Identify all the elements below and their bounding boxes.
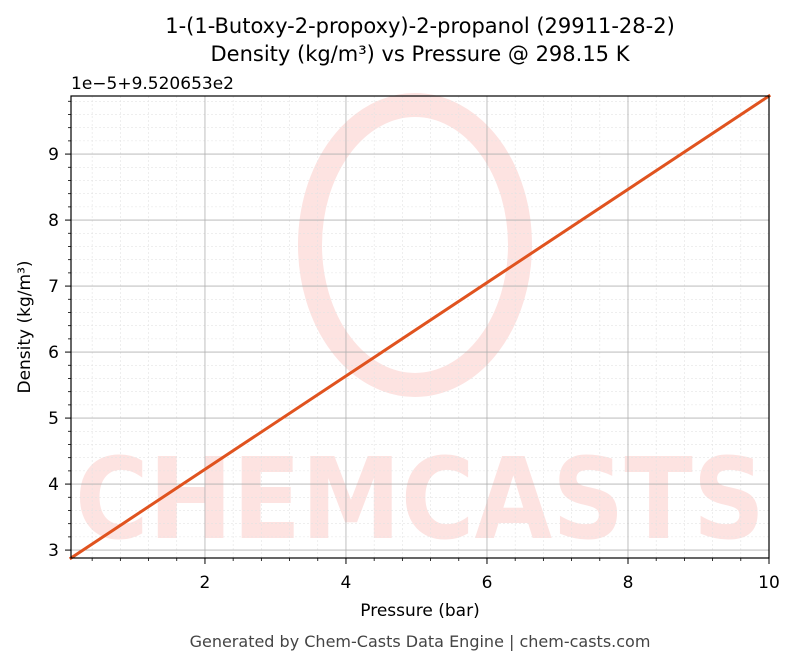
- y-offset-label: 1e−5+9.520653e2: [71, 74, 234, 94]
- x-tick-label: 10: [758, 573, 780, 593]
- footer-credit: Generated by Chem-Casts Data Engine | ch…: [190, 632, 651, 651]
- series-layer: [68, 93, 772, 561]
- major-grid: [71, 96, 770, 558]
- y-tick-label: 3: [48, 541, 59, 561]
- plot-frame: [70, 95, 770, 559]
- x-axis-label: Pressure (bar): [360, 601, 479, 621]
- y-tick-label: 9: [48, 145, 59, 165]
- y-tick-label: 7: [48, 277, 59, 297]
- watermark-logo: CHEMCASTS: [75, 93, 765, 565]
- minor-grid: [71, 96, 769, 558]
- plot-area: CHEMCASTS: [68, 93, 772, 565]
- watermark-text: CHEMCASTS: [75, 435, 765, 565]
- y-axis-label: Density (kg/m³): [15, 260, 35, 393]
- x-tick-label: 2: [200, 573, 211, 593]
- chart-title: 1-(1-Butoxy-2-propoxy)-2-propanol (29911…: [165, 14, 675, 38]
- x-tick-label: 8: [623, 573, 634, 593]
- y-tick-label: 6: [48, 343, 59, 363]
- x-tick-label: 6: [482, 573, 493, 593]
- chart-subtitle: Density (kg/m³) vs Pressure @ 298.15 K: [210, 42, 630, 66]
- y-tick-label: 5: [48, 409, 59, 429]
- density-series-line: [68, 93, 772, 561]
- x-axis-ticks: 2 4 6 8 10: [91, 558, 780, 593]
- watermark-ring: [298, 93, 532, 397]
- y-tick-label: 8: [48, 211, 59, 231]
- y-axis-ticks: 3 4 5 6 7 8 9: [48, 100, 71, 561]
- x-tick-label: 4: [341, 573, 352, 593]
- y-tick-label: 4: [48, 475, 59, 495]
